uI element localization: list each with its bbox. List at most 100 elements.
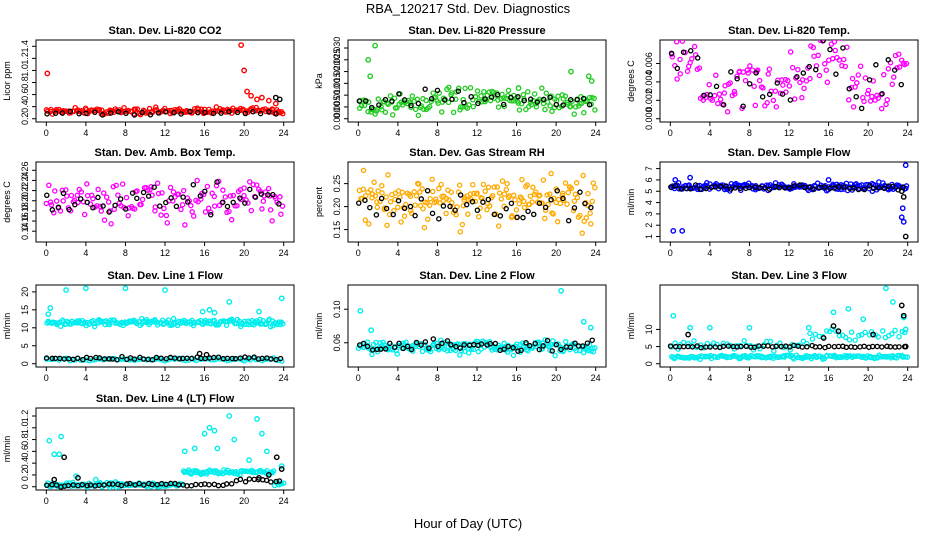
data-point xyxy=(495,104,502,110)
data-point xyxy=(699,353,706,360)
data-point xyxy=(248,92,254,99)
data-point xyxy=(459,221,466,228)
y-tick-label: 7 xyxy=(644,166,654,171)
data-point xyxy=(167,184,174,191)
data-point xyxy=(368,104,375,111)
data-point xyxy=(804,340,810,347)
data-point xyxy=(448,342,454,348)
data-point xyxy=(689,344,696,350)
data-point xyxy=(395,204,401,210)
y-tick-label: 0.22 xyxy=(20,182,30,200)
data-point xyxy=(214,179,220,185)
data-point xyxy=(845,305,852,312)
data-point xyxy=(131,112,138,118)
panel-title: Stan. Dev. Gas Stream RH xyxy=(409,147,545,159)
x-tick-label: 20 xyxy=(239,248,249,258)
data-point xyxy=(149,481,155,488)
plot-frame xyxy=(347,39,607,123)
data-point xyxy=(198,196,204,202)
data-point xyxy=(675,180,682,186)
data-point xyxy=(697,186,704,192)
data-point xyxy=(453,211,459,218)
data-point xyxy=(558,287,564,294)
data-point xyxy=(687,174,693,181)
data-point xyxy=(68,192,75,199)
data-point xyxy=(902,343,909,350)
x-tick-label: 8 xyxy=(123,248,128,258)
data-point xyxy=(812,331,819,338)
x-tick-label: 4 xyxy=(395,128,400,138)
data-point xyxy=(817,344,823,350)
data-point xyxy=(577,212,583,219)
y-tick-label: 0.006 xyxy=(644,52,654,75)
y-tick-label: 0.20 xyxy=(20,192,30,210)
data-point xyxy=(848,329,855,336)
data-point xyxy=(491,89,497,96)
data-point xyxy=(465,350,472,356)
data-point xyxy=(65,482,72,489)
data-point xyxy=(585,190,591,197)
data-point xyxy=(508,200,515,207)
data-point xyxy=(206,106,212,113)
data-point xyxy=(525,208,531,215)
data-point xyxy=(214,445,221,452)
data-point xyxy=(478,93,484,99)
data-point xyxy=(757,346,763,352)
data-point xyxy=(184,483,190,489)
data-point xyxy=(436,216,442,222)
panel-title: Stan. Dev. Li-820 Pressure xyxy=(408,25,545,37)
data-point xyxy=(835,328,842,335)
data-point xyxy=(514,214,520,221)
data-point xyxy=(98,208,105,214)
data-point xyxy=(829,55,836,62)
panel-2: Stan. Dev. Li-820 Pressure kPa 0 4 8 12 16 20 24… xyxy=(314,25,607,138)
data-point xyxy=(267,207,274,213)
data-point xyxy=(549,108,555,115)
data-point xyxy=(401,213,408,219)
data-point xyxy=(404,343,411,350)
data-point xyxy=(715,100,721,107)
data-point xyxy=(360,186,366,192)
data-point xyxy=(266,109,272,115)
data-point xyxy=(260,198,267,204)
data-point xyxy=(446,84,452,91)
data-point xyxy=(767,338,774,345)
series-layer xyxy=(667,285,911,363)
data-point xyxy=(228,216,235,223)
data-point xyxy=(820,40,826,44)
data-point xyxy=(79,356,86,363)
data-point xyxy=(276,96,283,103)
data-point xyxy=(685,343,691,350)
data-point xyxy=(496,190,503,196)
data-point xyxy=(134,195,140,202)
data-point xyxy=(836,57,843,63)
data-point xyxy=(903,185,909,192)
data-point xyxy=(178,206,184,213)
data-point xyxy=(547,103,553,109)
data-point xyxy=(280,321,286,327)
data-point xyxy=(567,96,574,103)
data-point xyxy=(501,95,507,101)
data-point xyxy=(542,204,549,211)
x-tick-label: 16 xyxy=(824,128,834,138)
data-point xyxy=(122,206,129,212)
data-point xyxy=(567,344,574,351)
data-point xyxy=(105,199,112,205)
data-point xyxy=(488,94,495,100)
data-point xyxy=(182,222,188,228)
data-point xyxy=(361,102,368,109)
data-point xyxy=(869,343,876,350)
data-point xyxy=(510,345,516,351)
data-point xyxy=(421,224,428,231)
data-point xyxy=(728,69,734,75)
data-point xyxy=(578,100,585,107)
data-point xyxy=(67,108,74,115)
data-point xyxy=(114,356,120,363)
data-point xyxy=(247,186,253,193)
data-point xyxy=(501,346,507,352)
x-tick-label: 8 xyxy=(747,248,752,258)
data-point xyxy=(820,335,827,341)
data-point xyxy=(902,233,909,240)
data-point xyxy=(836,184,842,190)
data-point xyxy=(265,192,271,198)
